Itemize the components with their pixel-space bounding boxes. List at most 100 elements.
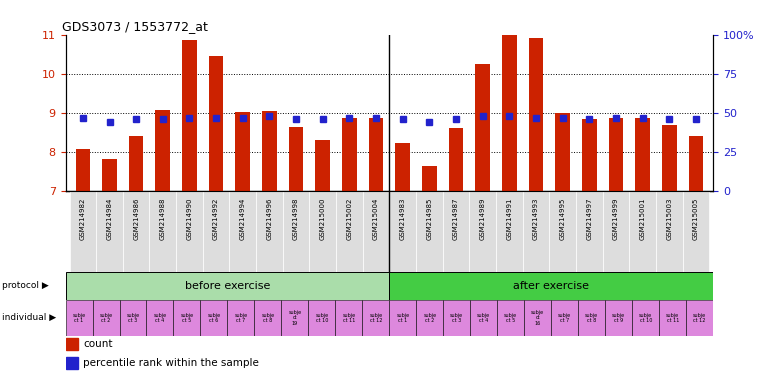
Bar <box>76 149 90 191</box>
Text: subje
ct 3: subje ct 3 <box>126 313 140 323</box>
Bar <box>123 191 150 272</box>
Text: subje
ct 4: subje ct 4 <box>153 313 167 323</box>
Text: subje
ct 11: subje ct 11 <box>342 313 355 323</box>
Text: GSM214998: GSM214998 <box>293 198 299 240</box>
Text: before exercise: before exercise <box>185 281 270 291</box>
Bar <box>605 300 632 336</box>
Bar <box>335 300 362 336</box>
Text: GSM214993: GSM214993 <box>533 198 539 240</box>
Bar <box>389 272 713 300</box>
Bar <box>603 191 629 272</box>
Bar <box>578 300 605 336</box>
Bar <box>69 191 96 272</box>
Text: percentile rank within the sample: percentile rank within the sample <box>83 358 259 368</box>
Text: subje
ct 10: subje ct 10 <box>639 313 652 323</box>
Text: subje
ct 6: subje ct 6 <box>207 313 221 323</box>
Text: subje
ct 2: subje ct 2 <box>99 313 113 323</box>
Bar <box>200 300 227 336</box>
Bar <box>608 118 623 191</box>
Bar <box>523 191 549 272</box>
Text: GSM214994: GSM214994 <box>240 198 246 240</box>
Bar <box>496 191 523 272</box>
Text: GSM215003: GSM215003 <box>666 198 672 240</box>
Bar <box>662 125 676 191</box>
Text: GSM214992: GSM214992 <box>213 198 219 240</box>
Bar <box>336 191 362 272</box>
Text: subje
ct 11: subje ct 11 <box>666 313 679 323</box>
Text: GSM215002: GSM215002 <box>346 198 352 240</box>
Text: GSM214999: GSM214999 <box>613 198 619 240</box>
Bar <box>443 191 470 272</box>
Bar <box>689 136 703 191</box>
Bar <box>576 191 603 272</box>
Bar <box>283 191 309 272</box>
Bar <box>66 272 389 300</box>
Text: GSM215001: GSM215001 <box>640 198 645 240</box>
Text: GSM214983: GSM214983 <box>399 198 406 240</box>
Bar <box>555 113 570 191</box>
Bar <box>449 128 463 191</box>
Bar <box>416 191 443 272</box>
Bar <box>524 300 551 336</box>
Text: after exercise: after exercise <box>513 281 589 291</box>
Text: GSM214995: GSM214995 <box>560 198 566 240</box>
Bar <box>309 191 336 272</box>
Text: subje
ct 3: subje ct 3 <box>450 313 463 323</box>
Bar <box>308 300 335 336</box>
Bar <box>470 191 496 272</box>
Bar <box>96 191 123 272</box>
Text: GSM214985: GSM214985 <box>426 198 433 240</box>
Text: subje
ct 1: subje ct 1 <box>396 313 409 323</box>
Bar <box>182 40 197 191</box>
Bar <box>150 191 176 272</box>
Bar <box>66 338 78 350</box>
Bar <box>93 300 120 336</box>
Text: GSM215005: GSM215005 <box>693 198 699 240</box>
Bar <box>551 300 578 336</box>
Text: GSM215004: GSM215004 <box>373 198 379 240</box>
Bar <box>176 191 203 272</box>
Text: GSM214996: GSM214996 <box>267 198 272 240</box>
Bar <box>470 300 497 336</box>
Text: GSM214987: GSM214987 <box>453 198 459 240</box>
Bar <box>203 191 230 272</box>
Bar <box>635 118 650 191</box>
Bar <box>254 300 281 336</box>
Text: subje
ct 4: subje ct 4 <box>477 313 490 323</box>
Bar <box>156 110 170 191</box>
Bar <box>682 191 709 272</box>
Text: subje
ct 2: subje ct 2 <box>423 313 436 323</box>
Bar <box>362 191 389 272</box>
Bar <box>656 191 682 272</box>
Bar <box>66 300 93 336</box>
Bar <box>443 300 470 336</box>
Text: subje
ct 12: subje ct 12 <box>693 313 706 323</box>
Bar <box>502 33 517 191</box>
Bar <box>227 300 254 336</box>
Text: GSM214984: GSM214984 <box>106 198 113 240</box>
Text: GSM214990: GSM214990 <box>187 198 193 240</box>
Bar <box>66 357 78 369</box>
Bar <box>262 111 277 191</box>
Bar <box>362 300 389 336</box>
Text: subje
ct 12: subje ct 12 <box>369 313 382 323</box>
Text: subje
ct 7: subje ct 7 <box>234 313 247 323</box>
Bar <box>475 64 490 191</box>
Bar <box>422 166 436 191</box>
Text: subje
ct 10: subje ct 10 <box>315 313 328 323</box>
Bar <box>549 191 576 272</box>
Text: GSM214986: GSM214986 <box>133 198 139 240</box>
Bar <box>103 159 117 191</box>
Bar <box>235 112 250 191</box>
Bar <box>529 38 544 191</box>
Bar <box>389 300 416 336</box>
Bar <box>629 191 656 272</box>
Text: subje
ct 1: subje ct 1 <box>72 313 86 323</box>
Text: subje
ct 8: subje ct 8 <box>261 313 274 323</box>
Bar <box>342 118 357 191</box>
Bar <box>129 136 143 191</box>
Bar <box>120 300 146 336</box>
Text: count: count <box>83 339 113 349</box>
Text: GSM215000: GSM215000 <box>320 198 325 240</box>
Text: GSM214982: GSM214982 <box>80 198 86 240</box>
